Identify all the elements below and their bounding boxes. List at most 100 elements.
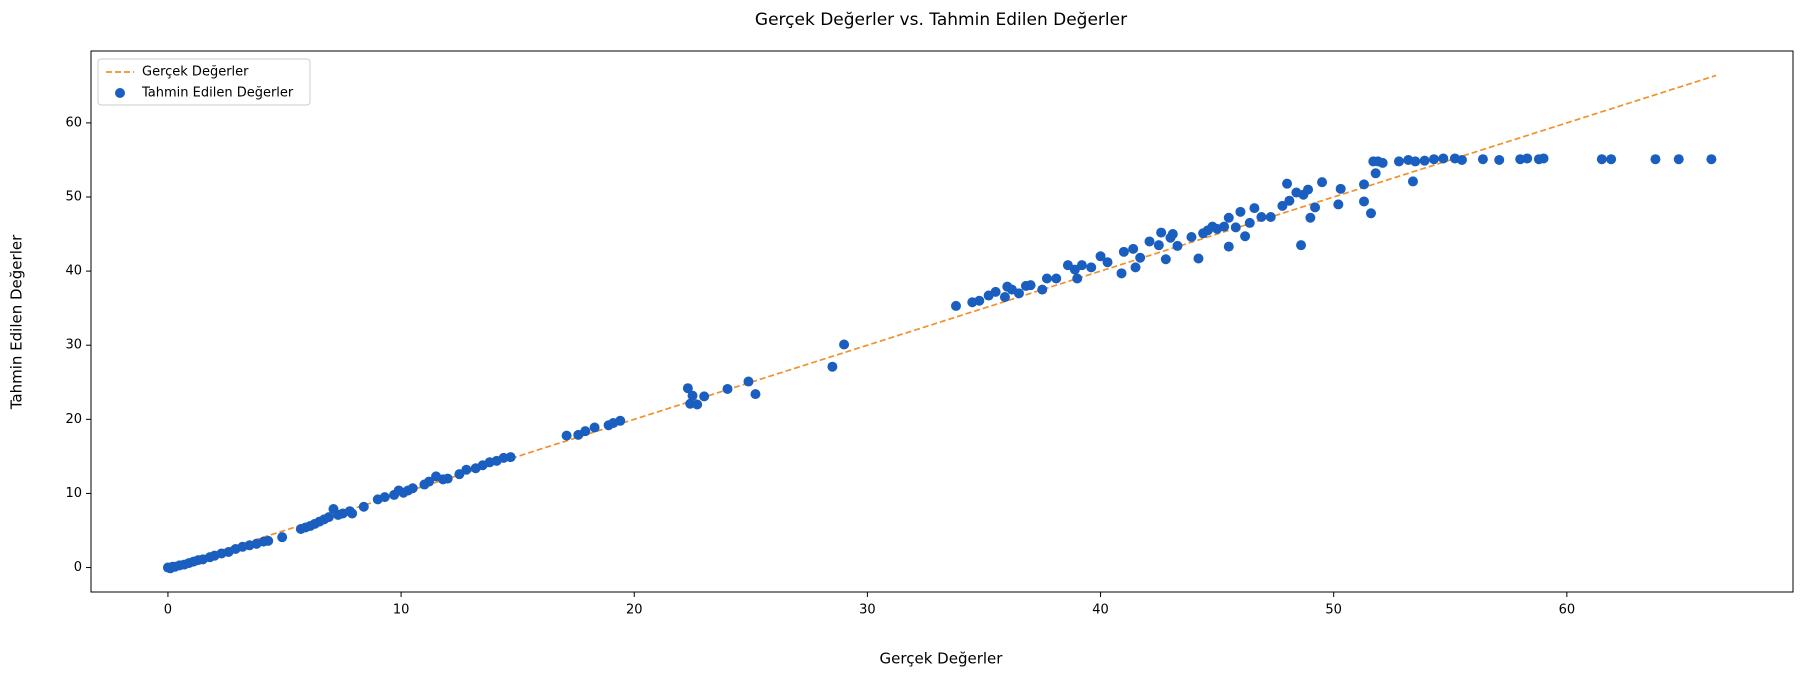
point xyxy=(1494,154,1505,165)
point xyxy=(1130,262,1141,273)
point xyxy=(1235,206,1246,217)
point xyxy=(1377,157,1388,168)
x-tick-label: 50 xyxy=(1325,603,1342,618)
point xyxy=(1219,221,1230,232)
point xyxy=(1223,212,1234,223)
point xyxy=(1277,200,1288,211)
point xyxy=(1249,203,1260,214)
point xyxy=(1128,243,1139,254)
y-tick-label: 10 xyxy=(65,486,82,501)
point xyxy=(1393,156,1404,167)
legend-marker xyxy=(115,88,125,98)
point xyxy=(1365,208,1376,219)
point xyxy=(1135,252,1146,263)
point xyxy=(743,376,754,387)
point xyxy=(999,292,1010,303)
y-tick-label: 40 xyxy=(65,264,82,279)
point xyxy=(1051,273,1062,284)
point xyxy=(461,464,472,475)
point xyxy=(1428,154,1439,165)
point xyxy=(347,508,358,519)
point xyxy=(1002,281,1013,292)
point xyxy=(1172,240,1183,251)
point xyxy=(1606,154,1617,165)
point xyxy=(1256,212,1267,223)
point xyxy=(1317,177,1328,188)
point xyxy=(687,390,698,401)
point xyxy=(1673,154,1684,165)
point xyxy=(1438,153,1449,164)
point xyxy=(1650,154,1661,165)
point xyxy=(1522,153,1533,164)
point xyxy=(1160,254,1171,265)
point xyxy=(615,415,626,426)
point xyxy=(839,339,850,350)
point xyxy=(1144,236,1155,247)
point xyxy=(407,483,418,494)
point xyxy=(1025,280,1036,291)
point xyxy=(1265,212,1276,223)
point xyxy=(1116,268,1127,279)
point xyxy=(682,383,693,394)
point xyxy=(1419,155,1430,166)
point xyxy=(722,383,733,394)
point xyxy=(1186,232,1197,243)
y-tick-label: 30 xyxy=(65,338,82,353)
point xyxy=(950,300,961,311)
x-tick-label: 30 xyxy=(859,603,876,618)
point xyxy=(827,361,838,372)
point xyxy=(1456,154,1467,165)
point xyxy=(1359,196,1370,207)
point xyxy=(1296,240,1307,251)
point xyxy=(1230,222,1241,233)
point xyxy=(358,501,369,512)
point xyxy=(561,430,572,441)
point xyxy=(277,532,288,543)
point xyxy=(1072,273,1083,284)
x-tick-label: 0 xyxy=(164,603,172,618)
point xyxy=(1305,212,1316,223)
point xyxy=(1102,257,1113,268)
y-tick-label: 60 xyxy=(65,115,82,130)
point xyxy=(699,391,710,402)
point xyxy=(505,452,516,463)
point xyxy=(1333,199,1344,210)
plot xyxy=(162,74,1717,574)
point xyxy=(379,492,390,503)
point xyxy=(1284,195,1295,206)
point xyxy=(1410,156,1421,167)
chart-title: Gerçek Değerler vs. Tahmin Edilen Değerl… xyxy=(755,10,1127,30)
point xyxy=(1223,241,1234,252)
point xyxy=(580,426,591,437)
y-tick-label: 50 xyxy=(65,189,82,204)
point xyxy=(1303,184,1314,195)
x-tick-label: 20 xyxy=(626,603,643,618)
point xyxy=(323,512,334,523)
point xyxy=(1596,154,1607,165)
point xyxy=(424,476,435,487)
y-axis-label: Tahmin Edilen Değerler xyxy=(8,234,26,410)
x-tick-label: 10 xyxy=(393,603,410,618)
y-tick-label: 20 xyxy=(65,412,82,427)
point xyxy=(1706,154,1717,165)
point xyxy=(1156,227,1167,238)
point xyxy=(692,399,703,410)
point xyxy=(1095,251,1106,262)
legend-label: Tahmin Edilen Değerler xyxy=(141,86,294,101)
point xyxy=(1118,246,1129,257)
point xyxy=(1013,288,1024,299)
y-tick-label: 0 xyxy=(74,560,82,575)
point xyxy=(1244,217,1255,228)
point xyxy=(442,473,453,484)
point xyxy=(974,295,985,306)
point xyxy=(1240,231,1251,242)
point xyxy=(1538,153,1549,164)
point xyxy=(1359,179,1370,190)
point xyxy=(1037,284,1048,295)
point xyxy=(589,422,600,433)
point xyxy=(1193,253,1204,264)
point xyxy=(1477,154,1488,165)
point xyxy=(750,389,761,400)
point xyxy=(990,286,1001,297)
